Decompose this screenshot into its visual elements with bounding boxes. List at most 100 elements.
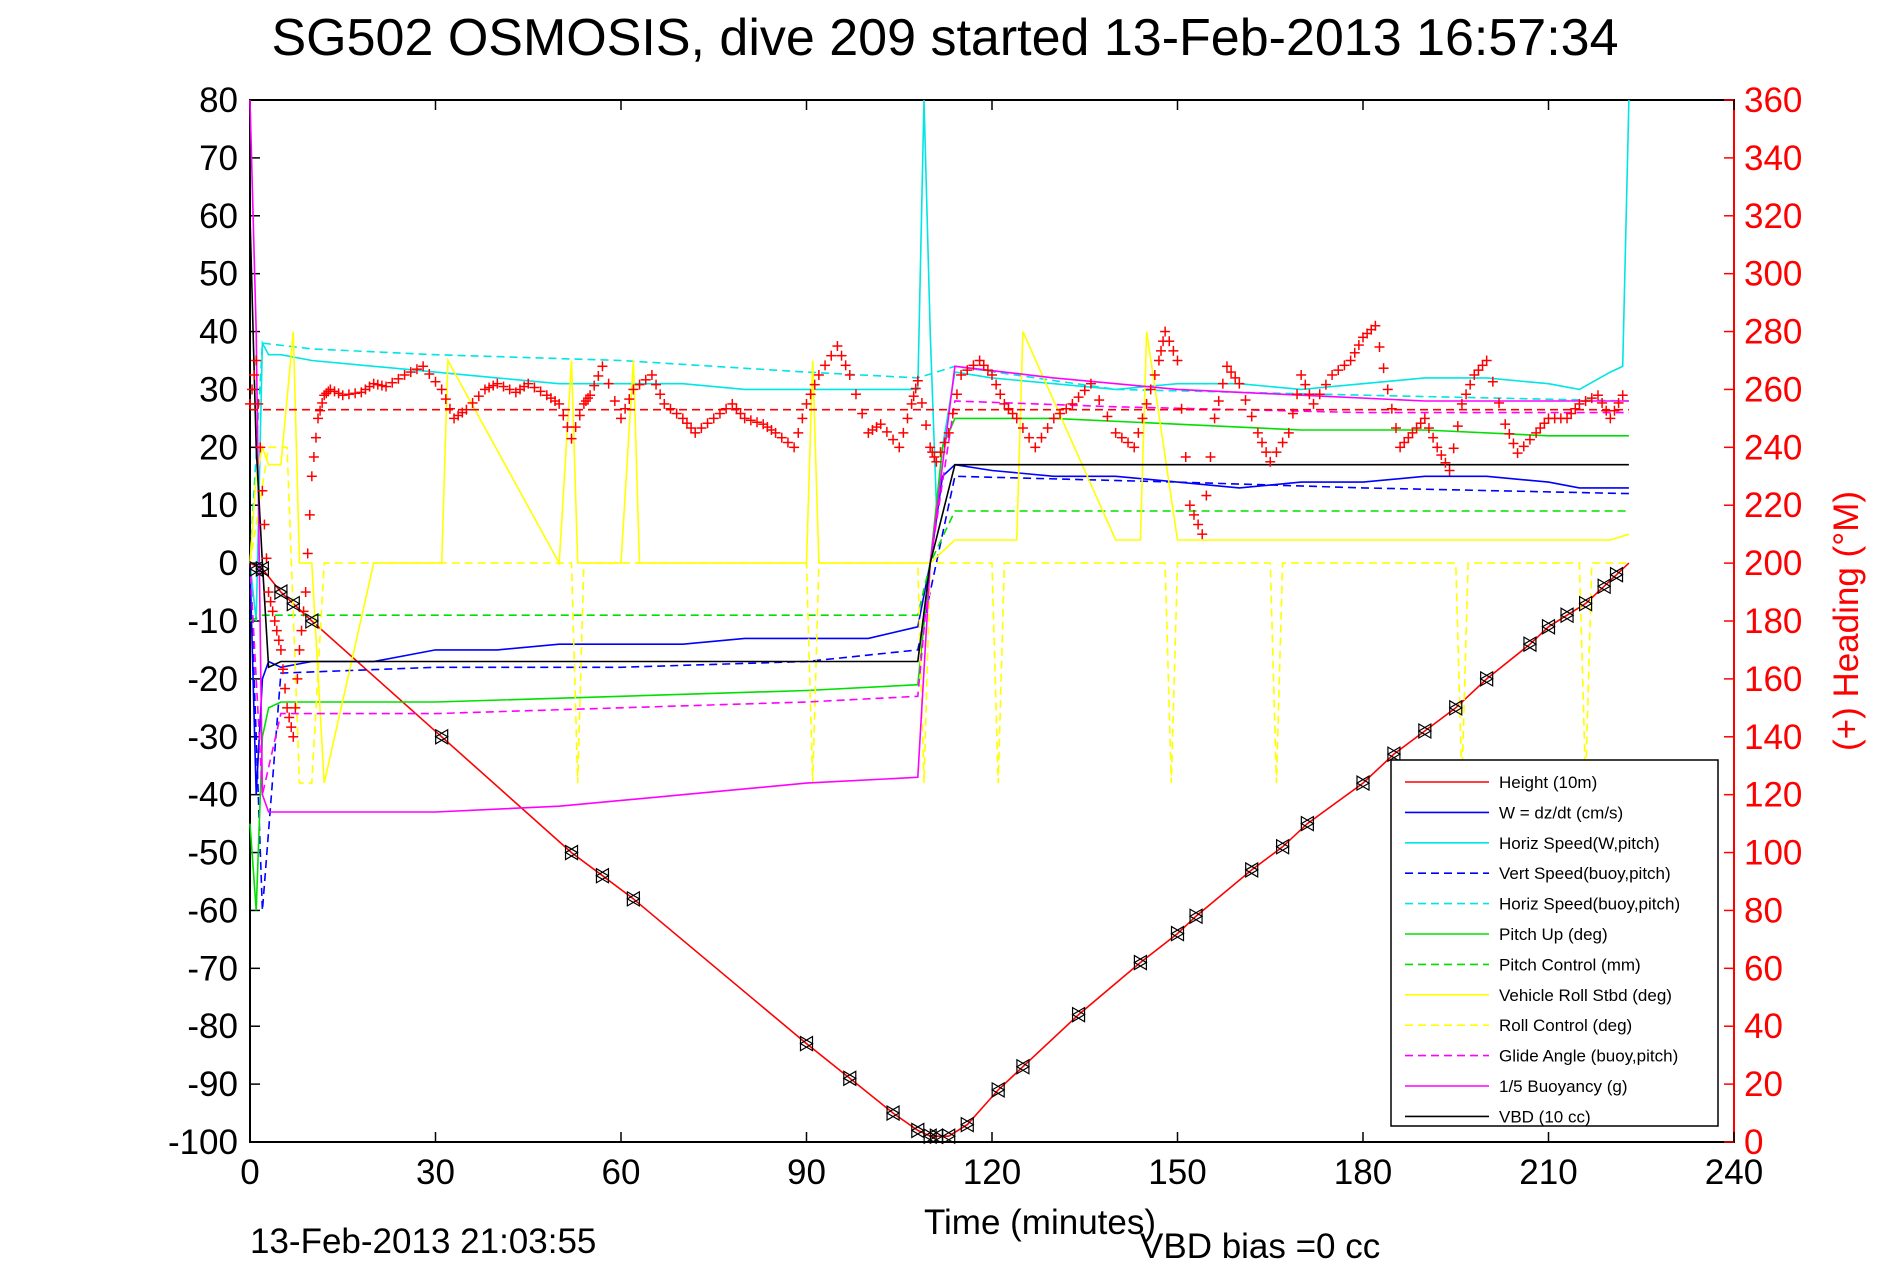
heading-point	[1164, 336, 1175, 347]
dive-marker	[1522, 636, 1538, 653]
heading-point	[665, 403, 676, 414]
heading-point	[1153, 355, 1164, 366]
heading-point	[589, 380, 600, 391]
dive-marker	[1417, 722, 1433, 740]
heading-point	[317, 397, 328, 408]
heading-point	[280, 683, 291, 694]
heading-point	[1265, 456, 1276, 467]
heading-point	[1411, 423, 1422, 434]
heading-point	[300, 587, 311, 598]
y-right-tick-label: 80	[1744, 891, 1783, 930]
heading-point	[1403, 432, 1414, 443]
heading-point	[1073, 392, 1084, 403]
series-line-2	[249, 99, 1630, 622]
heading-point	[284, 712, 295, 723]
y-right-tick-label: 360	[1744, 81, 1802, 120]
y-right-tick-label: 220	[1744, 486, 1802, 525]
heading-point	[1504, 428, 1515, 439]
heading-point	[1613, 397, 1624, 408]
heading-point	[1102, 411, 1113, 422]
heading-point	[535, 386, 546, 397]
dive-marker	[304, 612, 320, 630]
heading-point	[504, 384, 515, 395]
heading-point	[999, 398, 1010, 409]
heading-point	[690, 427, 701, 438]
heading-point	[991, 379, 1002, 390]
heading-point	[372, 379, 383, 390]
heading-point	[411, 364, 422, 375]
heading-point	[844, 369, 855, 380]
heading-point	[1461, 389, 1472, 400]
dive-marker	[941, 1128, 956, 1145]
heading-point	[570, 422, 581, 433]
heading-point	[1440, 457, 1451, 468]
heading-point	[1586, 393, 1597, 404]
heading-point	[1512, 448, 1523, 459]
heading-point	[793, 427, 804, 438]
dive-marker	[1386, 746, 1402, 763]
y-right-tick-label: 340	[1744, 139, 1802, 178]
heading-point	[1017, 423, 1028, 434]
heading-point	[337, 390, 348, 401]
heading-point	[1456, 398, 1467, 409]
y-right-tick-label: 240	[1744, 428, 1802, 467]
y-tick-label: 0	[219, 544, 238, 583]
heading-point	[696, 423, 707, 434]
x-axis-label: Time (minutes)	[924, 1203, 1156, 1242]
heading-point	[677, 413, 688, 424]
series-line-0	[249, 562, 1630, 1137]
heading-point	[290, 702, 301, 713]
series-layer	[249, 99, 1630, 1137]
legend-label-10: 1/5 Buoyancy (g)	[1499, 1077, 1628, 1096]
heading-point	[253, 398, 264, 409]
heading-point	[271, 625, 282, 636]
heading-point	[906, 398, 917, 409]
heading-point	[405, 367, 416, 378]
heading-point	[962, 365, 973, 376]
y-tick-label: -20	[187, 660, 238, 699]
y-right-tick-label: 40	[1744, 1007, 1783, 1046]
heading-point	[1432, 442, 1443, 453]
heading-point	[298, 606, 309, 617]
heading-point	[304, 509, 315, 520]
dive-marker	[255, 560, 270, 577]
heading-point	[850, 389, 861, 400]
y-right-tick-label: 140	[1744, 718, 1802, 757]
heading-point	[273, 635, 284, 646]
heading-point	[247, 384, 258, 395]
heading-point	[1133, 427, 1144, 438]
heading-point	[294, 644, 305, 655]
heading-point	[1574, 398, 1585, 409]
heading-point	[325, 384, 336, 395]
heading-point	[809, 379, 820, 390]
heading-point	[805, 389, 816, 400]
y-axis-right-label: (+) Heading (°M)	[1827, 491, 1866, 751]
heading-point	[888, 434, 899, 445]
dive-marker	[1559, 607, 1575, 624]
heading-point	[593, 370, 604, 381]
y-tick-label: -10	[187, 602, 238, 641]
heading-point	[1116, 432, 1127, 443]
heading-point	[616, 413, 626, 424]
heading-point	[974, 355, 985, 366]
heading-point	[1036, 432, 1047, 443]
heading-point	[1055, 408, 1066, 419]
y-tick-label: -50	[187, 834, 238, 873]
heading-point	[1570, 403, 1581, 414]
series-line-10	[249, 99, 1629, 813]
y-tick-label: 20	[199, 428, 238, 467]
dive-marker	[286, 595, 301, 612]
series-line-4	[249, 342, 1629, 564]
heading-point	[943, 427, 954, 438]
heading-point	[1370, 320, 1381, 331]
heading-point	[702, 418, 713, 429]
heading-point	[1374, 341, 1385, 352]
heading-point	[399, 369, 410, 380]
dive-marker	[842, 1070, 857, 1087]
heading-point	[381, 381, 392, 392]
y-tick-label: -80	[187, 1007, 238, 1046]
heading-point	[1395, 442, 1406, 453]
heading-point	[1378, 363, 1389, 374]
y-right-tick-label: 160	[1744, 660, 1802, 699]
heading-point	[1197, 529, 1208, 540]
